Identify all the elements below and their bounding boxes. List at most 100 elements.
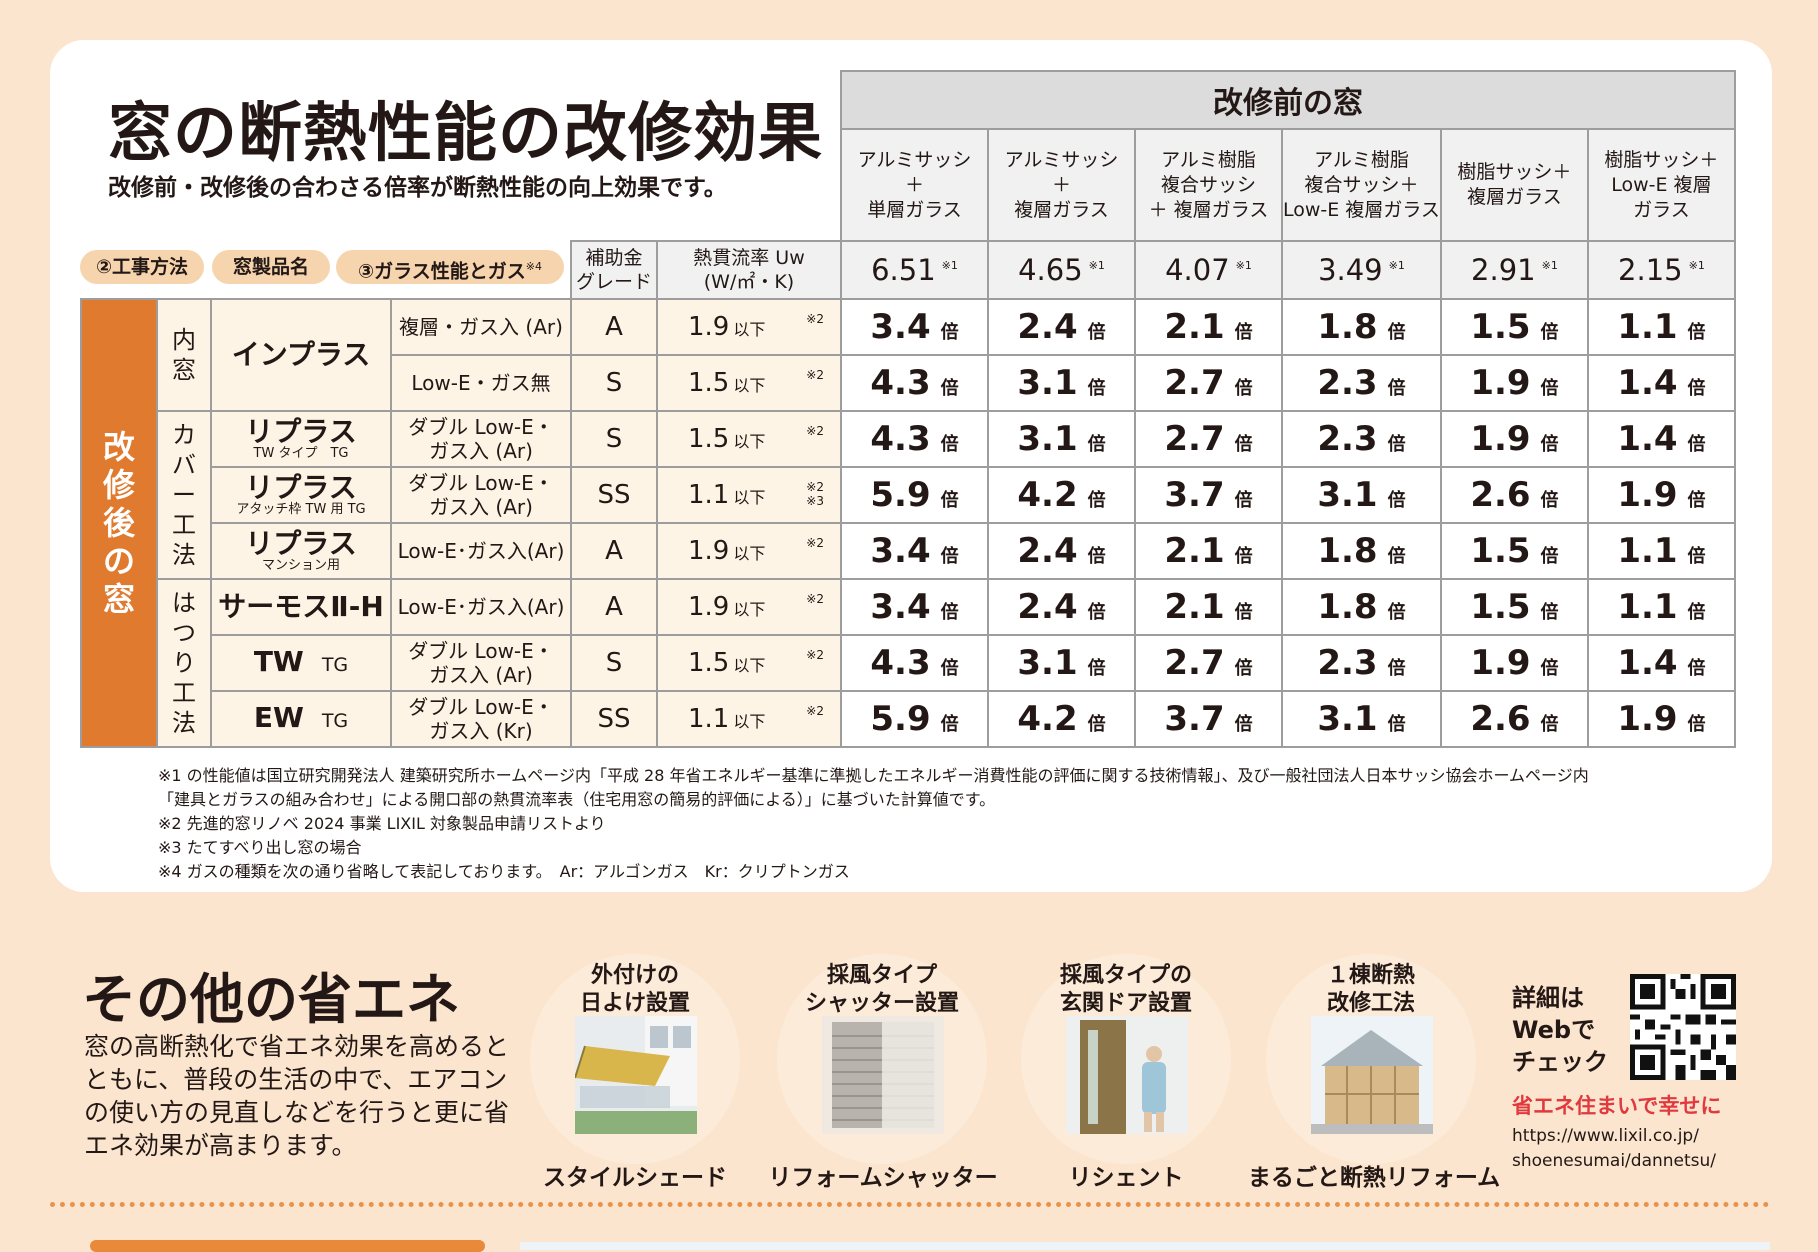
improvement-multiplier: 1.9 倍: [1586, 690, 1736, 748]
glass-spec: 複層・ガス入 (Ar): [390, 298, 572, 356]
improvement-multiplier: 2.3 倍: [1281, 634, 1442, 692]
subsidy-grade: S: [570, 354, 658, 412]
improvement-multiplier: 1.4 倍: [1586, 354, 1736, 412]
uw-value: ※2 1.9 以下: [656, 298, 842, 356]
improvement-multiplier: 2.4 倍: [987, 298, 1136, 356]
improvement-multiplier: 2.4 倍: [987, 522, 1136, 580]
other-section-title: その他の省エネ: [82, 968, 460, 1031]
product-name: インプラス: [210, 298, 392, 412]
circle-shade: 外付けの 日よけ設置: [530, 954, 740, 1164]
subsidy-grade: A: [570, 522, 658, 580]
page-subtitle: 改修前・改修後の合わさる倍率が断熱性能の向上効果です。: [108, 175, 727, 201]
grade-header: 補助金 グレード: [570, 240, 658, 300]
uw-value: ※2 1.5 以下: [656, 410, 842, 468]
before-col-header: アルミサッシ＋単層ガラス: [840, 128, 989, 242]
before-col-header: 樹脂サッシ＋ Low-E 複層 ガラス: [1586, 128, 1736, 242]
improvement-multiplier: 4.3 倍: [840, 354, 989, 412]
footnote-line: ※1 の性能値は国立研究開発法人 建築研究所ホームページ内「平成 28 年省エネ…: [158, 766, 1589, 785]
subsidy-grade: A: [570, 578, 658, 636]
improvement-multiplier: 2.3 倍: [1281, 354, 1442, 412]
product-name: リプラス マンション用: [210, 522, 392, 580]
performance-table: 改修前の窓 アルミサッシ＋単層ガラス アルミサッシ＋複層ガラス アルミ樹脂 複合サッシ…: [80, 70, 1736, 748]
pill-glass-performance: ③ガラス性能とガス※4: [336, 250, 564, 284]
improvement-multiplier: 4.2 倍: [987, 690, 1136, 748]
table-row: EW TG ダブル Low-E・ ガス入 (Kr) SS ※2 1.1 以下 5.9 倍 4.2 倍 3…: [81, 690, 1736, 748]
improvement-multiplier: 2.6 倍: [1439, 466, 1589, 524]
tagline: 省エネ住まいで幸せに: [1512, 1094, 1722, 1118]
improvement-multiplier: 1.1 倍: [1586, 522, 1736, 580]
improvement-multiplier: 5.9 倍: [840, 690, 989, 748]
glass-spec: Low-E･ガス入(Ar): [390, 522, 572, 580]
glass-spec: ダブル Low-E・ ガス入 (Ar): [390, 634, 572, 692]
page-title: 窓の断熱性能の改修効果: [108, 97, 823, 171]
before-uw-value: 4.65 ※1: [987, 240, 1136, 300]
method-group-label: はつり工法: [156, 578, 212, 748]
improvement-multiplier: 1.8 倍: [1281, 298, 1442, 356]
door-photo-icon: [1066, 1016, 1188, 1134]
before-uw-value: 2.15 ※1: [1586, 240, 1736, 300]
improvement-multiplier: 1.5 倍: [1439, 522, 1589, 580]
table-row: TW TG ダブル Low-E・ ガス入 (Ar) S ※2 1.5 以下 4.3 倍 3.1 倍 2.…: [81, 634, 1736, 692]
subsidy-grade: S: [570, 634, 658, 692]
before-col-header: アルミ樹脂 複合サッシ＋ 複層ガラス: [1134, 128, 1283, 242]
footnotes: ※1 の性能値は国立研究開発法人 建築研究所ホームページ内「平成 28 年省エネ…: [158, 764, 1589, 884]
before-uw-value: 4.07 ※1: [1134, 240, 1283, 300]
glass-spec: ダブル Low-E・ ガス入 (Ar): [390, 466, 572, 524]
improvement-multiplier: 1.5 倍: [1439, 578, 1589, 636]
improvement-multiplier: 1.8 倍: [1281, 522, 1442, 580]
shutter-photo-icon: [822, 1016, 944, 1134]
table-row: Low-E・ガス無 S ※2 1.5 以下 4.3 倍 3.1 倍 2.7 倍 2.3 倍 1.9 倍 1.4…: [81, 354, 1736, 412]
improvement-multiplier: 1.9 倍: [1439, 634, 1589, 692]
before-uw-value: 3.49 ※1: [1281, 240, 1442, 300]
improvement-multiplier: 2.1 倍: [1134, 298, 1283, 356]
improvement-multiplier: 4.2 倍: [987, 466, 1136, 524]
other-section-body: 窓の高断熱化で省エネ効果を高めるとともに、普段の生活の中で、エアコンの使い方の見…: [84, 1032, 510, 1160]
improvement-multiplier: 4.3 倍: [840, 410, 989, 468]
improvement-multiplier: 1.5 倍: [1439, 298, 1589, 356]
awning-photo-icon: [575, 1016, 697, 1134]
improvement-multiplier: 3.4 倍: [840, 522, 989, 580]
detail-url[interactable]: https://www.lixil.co.jp/shoenesumai/dann…: [1512, 1126, 1717, 1171]
glass-spec: Low-E・ガス無: [390, 354, 572, 412]
improvement-multiplier: 1.8 倍: [1281, 578, 1442, 636]
before-col-header: アルミ樹脂 複合サッシ＋ Low-E 複層ガラス: [1281, 128, 1442, 242]
improvement-multiplier: 3.1 倍: [987, 634, 1136, 692]
improvement-multiplier: 2.4 倍: [987, 578, 1136, 636]
improvement-multiplier: 3.1 倍: [1281, 466, 1442, 524]
detail-web-check: 詳細は Webで チェック: [1512, 984, 1608, 1076]
improvement-multiplier: 3.1 倍: [987, 354, 1136, 412]
table-row: 改修後の窓内窓インプラス 複層・ガス入 (Ar) A ※2 1.9 以下 3.4 倍 2.4 倍 2…: [80, 298, 1736, 748]
glass-spec: ダブル Low-E・ ガス入 (Ar): [390, 410, 572, 468]
improvement-multiplier: 4.3 倍: [840, 634, 989, 692]
improvement-multiplier: 1.9 倍: [1439, 410, 1589, 468]
method-group-label: カバー工法: [156, 410, 212, 580]
improvement-multiplier: 3.7 倍: [1134, 690, 1283, 748]
uw-value: ※2 1.5 以下: [656, 354, 842, 412]
subsidy-grade: S: [570, 410, 658, 468]
uw-value: ※2 1.9 以下: [656, 522, 842, 580]
product-name: TW TG: [210, 634, 392, 692]
improvement-multiplier: 1.4 倍: [1586, 634, 1736, 692]
uw-value: ※2 ※3 1.1 以下: [656, 466, 842, 524]
qr-code-icon[interactable]: [1630, 974, 1736, 1080]
caption-shade: スタイルシェード: [543, 1165, 727, 1191]
improvement-multiplier: 3.7 倍: [1134, 466, 1283, 524]
pill-construction-method: ②工事方法: [80, 250, 204, 284]
footnote-line: 「建具とガラスの組み合わせ」による開口部の熱貫流率表（住宅用窓の簡易的評価による…: [158, 790, 996, 809]
caption-shutter: リフォームシャッター: [768, 1165, 998, 1191]
before-col-header: アルミサッシ＋複層ガラス: [987, 128, 1136, 242]
product-name: リプラス アタッチ枠 TW 用 TG: [210, 466, 392, 524]
product-name: リプラス TW タイプ TG: [210, 410, 392, 468]
improvement-multiplier: 1.9 倍: [1439, 354, 1589, 412]
subsidy-grade: SS: [570, 466, 658, 524]
bottom-panel-edge: [520, 1242, 1770, 1250]
improvement-multiplier: 3.4 倍: [840, 578, 989, 636]
caption-door: リシェント: [1068, 1165, 1184, 1191]
dotted-divider: [50, 1202, 1770, 1207]
before-uw-value: 6.51 ※1: [840, 240, 989, 300]
table-row: リプラス マンション用 Low-E･ガス入(Ar) A ※2 1.9 以下 3.4 倍 2.4 倍 2…: [81, 522, 1736, 580]
improvement-multiplier: 1.1 倍: [1586, 578, 1736, 636]
glass-spec: ダブル Low-E・ ガス入 (Kr): [390, 690, 572, 748]
uw-value: ※2 1.5 以下: [656, 634, 842, 692]
glass-spec: Low-E･ガス入(Ar): [390, 578, 572, 636]
